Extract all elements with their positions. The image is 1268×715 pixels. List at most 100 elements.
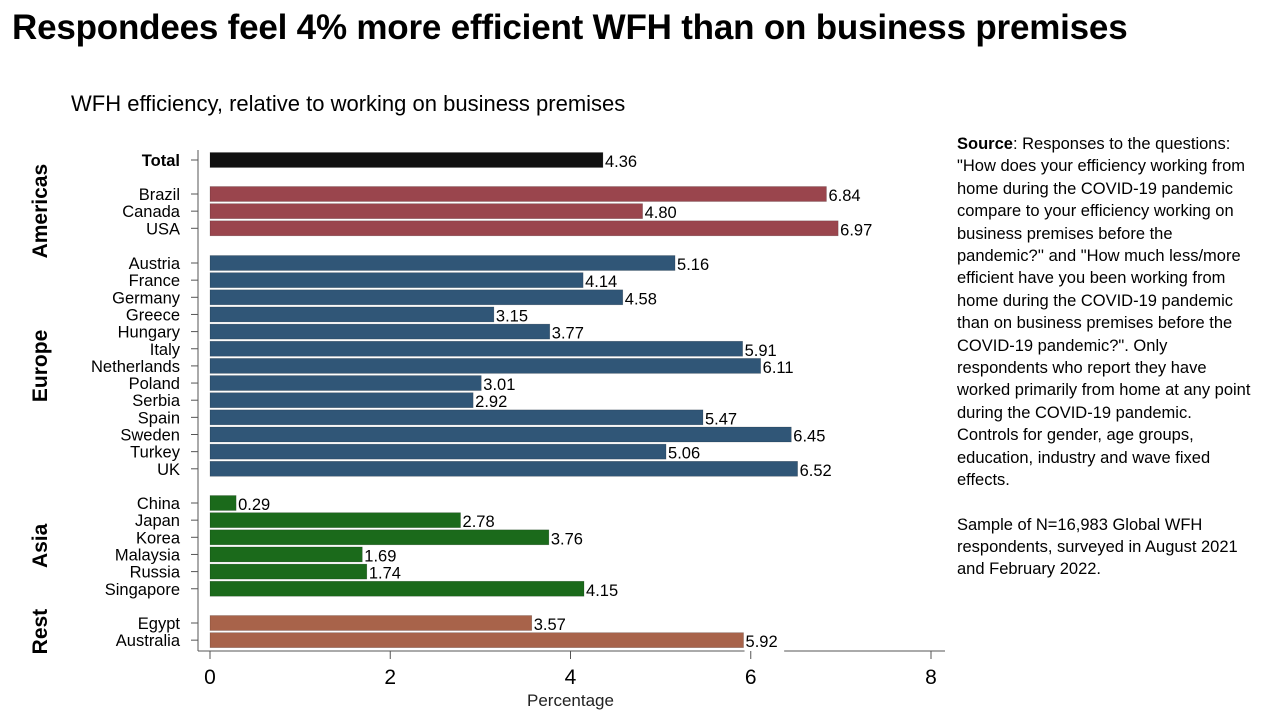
value-label-bg (798, 463, 839, 481)
value-label: 5.91 (745, 342, 777, 360)
value-label-bg (676, 258, 716, 275)
value-label: 4.80 (645, 204, 677, 222)
category-label: USA (146, 220, 180, 238)
category-label: Australia (116, 632, 181, 650)
bar (209, 546, 363, 563)
category-label: Total (142, 152, 180, 170)
value-label-bg (643, 206, 684, 224)
bar (209, 426, 792, 443)
x-axis-title: Percentage (527, 691, 614, 710)
x-tick-label: 8 (925, 666, 937, 689)
source-text: : Responses to the questions: "How does … (957, 135, 1251, 490)
value-label: 6.45 (793, 428, 825, 446)
category-label: Hungary (118, 324, 181, 342)
category-label: Egypt (138, 615, 181, 633)
value-label: 4.36 (605, 153, 637, 171)
category-label: Poland (129, 375, 180, 393)
category-label: France (129, 272, 180, 290)
bar (209, 495, 237, 511)
bar (209, 460, 798, 477)
value-label: 4.15 (586, 582, 618, 600)
category-label: Russia (130, 564, 181, 582)
value-label: 0.29 (238, 496, 270, 514)
group-label: Asia (29, 523, 52, 568)
bar (209, 512, 461, 528)
value-label: 4.58 (625, 290, 657, 308)
bar (209, 272, 584, 288)
value-label: 2.78 (463, 513, 495, 531)
value-label: 1.74 (369, 565, 401, 583)
value-label: 6.52 (800, 462, 832, 480)
value-label: 1.69 (364, 547, 396, 565)
bar (209, 409, 704, 426)
bar (209, 306, 495, 323)
x-tick-label: 6 (745, 666, 757, 689)
x-tick-label: 0 (204, 666, 216, 689)
bar (209, 220, 839, 237)
bar (209, 580, 585, 597)
bar (209, 615, 533, 631)
value-label-bg (367, 566, 408, 584)
value-label-bg (584, 275, 624, 293)
bar (209, 152, 604, 168)
bar (209, 563, 368, 580)
value-label: 3.76 (551, 530, 583, 548)
value-label: 3.77 (552, 325, 584, 343)
value-label: 3.57 (534, 616, 566, 634)
value-label: 5.06 (668, 445, 700, 463)
category-label: Malaysia (115, 546, 181, 564)
bar (209, 255, 676, 271)
chart-title: WFH efficiency, relative to working on b… (71, 91, 625, 116)
value-label-bg (744, 635, 785, 653)
source-paragraph: Source: Responses to the questions: "How… (957, 133, 1257, 492)
sample-text: Sample of N=16,983 Global WFH respondent… (957, 515, 1238, 579)
bar (209, 375, 482, 391)
bar (209, 340, 743, 357)
category-label: Serbia (132, 392, 181, 410)
category-label: Sweden (120, 427, 180, 445)
value-label-bg (461, 515, 502, 533)
source-label: Source (957, 135, 1013, 153)
x-tick-label: 2 (384, 666, 396, 689)
value-label-bg (703, 412, 744, 430)
x-tick-label: 4 (565, 666, 577, 689)
bar-chart: WFH efficiency, relative to working on b… (29, 91, 945, 710)
value-label: 6.97 (840, 221, 872, 239)
value-label-bg (494, 309, 535, 327)
category-label: Singapore (105, 581, 180, 599)
category-label: Spain (138, 409, 180, 427)
category-label: UK (157, 461, 180, 479)
value-label-bg (363, 549, 403, 567)
value-label: 4.14 (585, 273, 617, 291)
value-label: 5.47 (705, 410, 737, 428)
value-label-bg (474, 395, 514, 413)
bar (209, 323, 551, 340)
headline: Respondees feel 4% more efficient WFH th… (12, 8, 1128, 47)
bar (209, 186, 827, 202)
group-label: Americas (29, 164, 52, 259)
value-label-bg (585, 583, 625, 601)
value-label-bg (667, 446, 707, 464)
bar (209, 358, 761, 374)
bar (209, 529, 550, 546)
value-label-bg (532, 618, 573, 635)
category-label: Brazil (139, 186, 180, 204)
group-label: Rest (29, 609, 52, 655)
value-label-bg (792, 429, 832, 447)
value-label-bg (237, 498, 277, 515)
value-label: 6.84 (828, 187, 860, 205)
category-label: Italy (150, 341, 181, 359)
value-label: 6.11 (763, 359, 794, 377)
value-label: 3.01 (483, 376, 515, 394)
category-label: Austria (129, 255, 181, 273)
category-label: Netherlands (91, 358, 180, 376)
bar (209, 289, 624, 306)
value-label-bg (743, 343, 784, 361)
group-label: Europe (29, 330, 52, 402)
category-label: Korea (136, 529, 181, 547)
value-label-bg (550, 326, 591, 344)
value-label: 2.92 (475, 393, 507, 411)
value-label-bg (761, 360, 802, 378)
category-label: China (137, 495, 181, 513)
category-label: Germany (112, 289, 181, 307)
